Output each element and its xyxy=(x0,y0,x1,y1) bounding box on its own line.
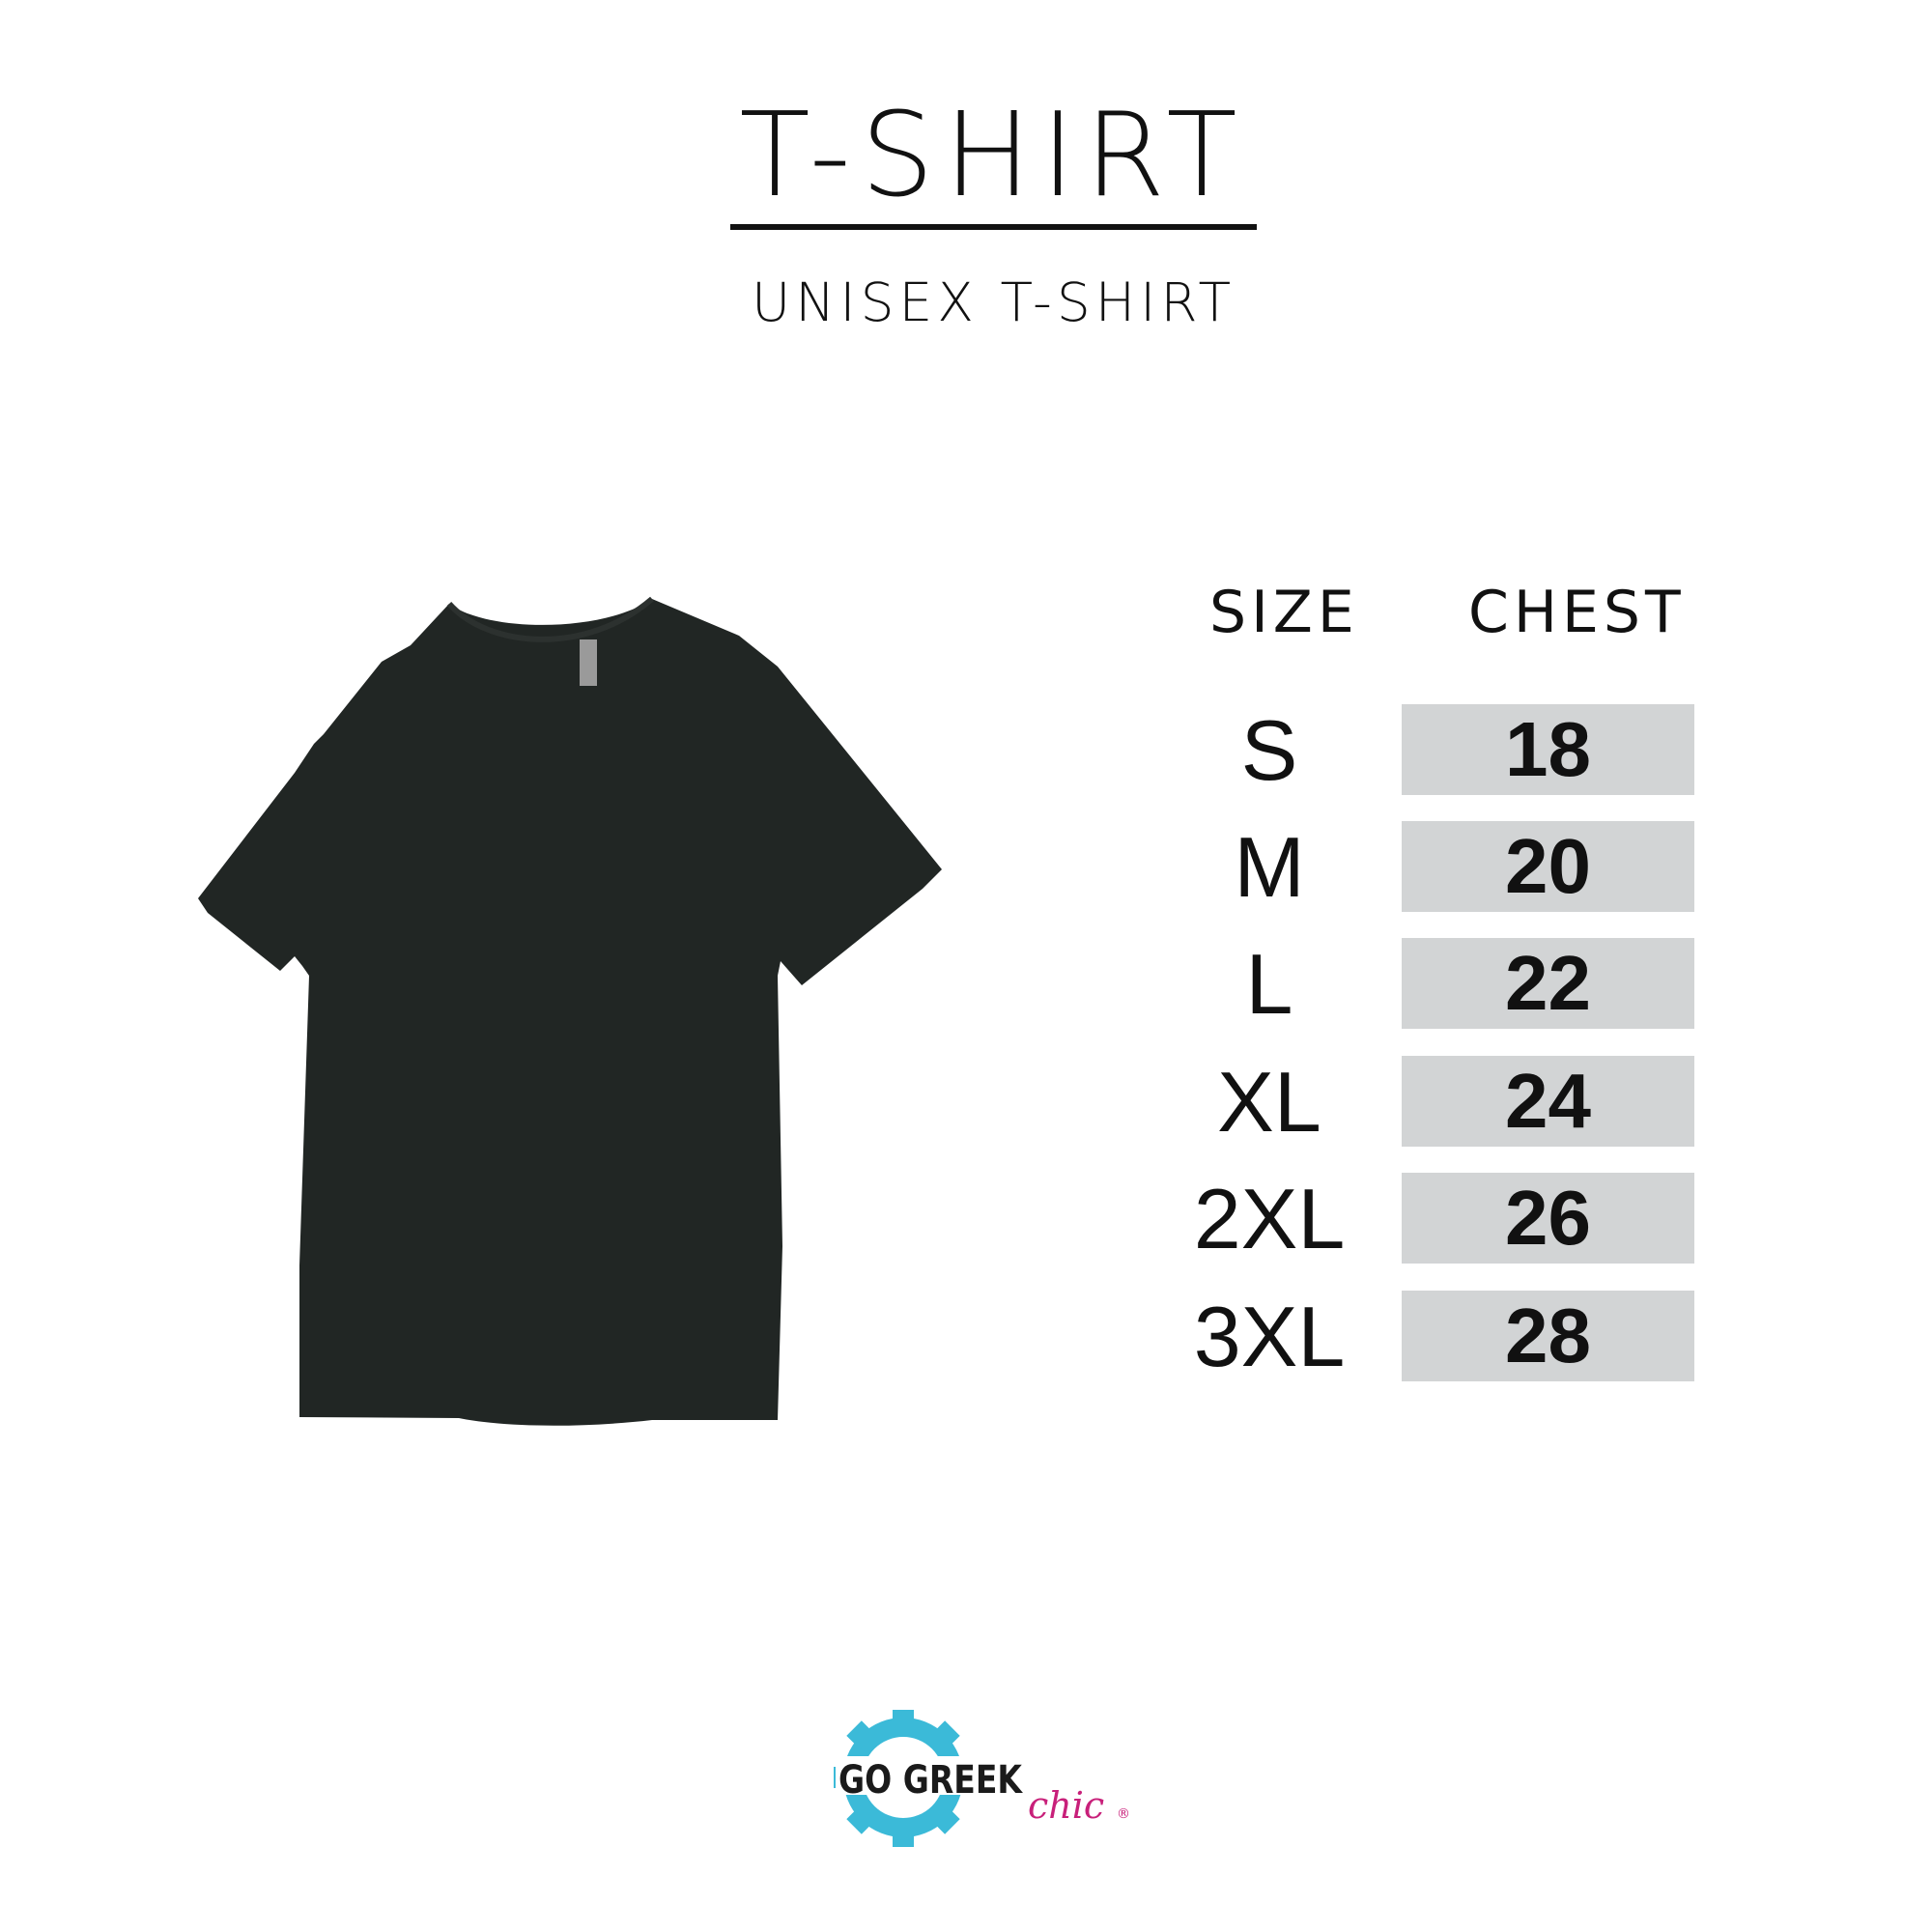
title-underline xyxy=(730,224,1257,230)
page-title: T-SHIRT xyxy=(739,89,1247,223)
size-label: M xyxy=(1234,819,1305,915)
neck-label xyxy=(580,639,597,686)
chest-cell: 22 xyxy=(1402,938,1694,1029)
logo-text: GO GREEK xyxy=(838,1758,1024,1803)
chest-cell: 28 xyxy=(1402,1291,1694,1381)
size-label: L xyxy=(1245,936,1293,1032)
logo-script: chic xyxy=(1028,1784,1104,1827)
chest-cell: 26 xyxy=(1402,1173,1694,1264)
tshirt-icon xyxy=(198,596,942,1426)
page-subtitle: UNISEX T-SHIRT xyxy=(752,271,1236,333)
size-label: S xyxy=(1240,702,1298,798)
size-label: 2XL xyxy=(1193,1171,1346,1266)
column-header-size: SIZE xyxy=(1209,579,1359,646)
go-greek-chic-logo: GO GREEK chic ® xyxy=(834,1710,1130,1847)
size-label: 3XL xyxy=(1193,1289,1346,1384)
chest-cell: 18 xyxy=(1402,704,1694,795)
logo-registered-mark: ® xyxy=(1117,1806,1130,1822)
column-header-chest: CHEST xyxy=(1468,579,1686,646)
size-label: XL xyxy=(1217,1054,1321,1150)
chest-cell: 20 xyxy=(1402,821,1694,912)
chest-cell: 24 xyxy=(1402,1056,1694,1147)
gear-icon xyxy=(834,1710,1000,1847)
